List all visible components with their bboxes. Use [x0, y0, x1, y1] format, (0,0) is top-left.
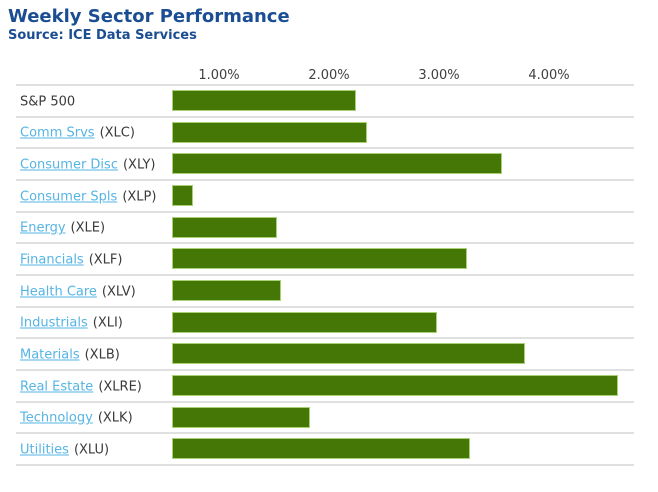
sector-ticker: (XLY): [122, 157, 156, 173]
chart-row: Consumer Disc (XLY): [0, 149, 658, 181]
row-separator: [16, 432, 634, 435]
bar-xle: [172, 216, 277, 238]
chart-row: Consumer Spls (XLP): [0, 181, 658, 213]
sector-link-xlf[interactable]: Financials: [20, 252, 84, 268]
sector-link-xlv[interactable]: Health Care: [20, 284, 97, 300]
row-label: Technology (XLK): [20, 411, 133, 426]
row-separator: [16, 337, 634, 340]
sector-link-xlk[interactable]: Technology: [20, 410, 93, 426]
sector-ticker: (XLU): [73, 442, 110, 458]
sector-link-sp500: S&P 500: [20, 94, 76, 110]
x-axis-tick-label: 4.00%: [528, 68, 570, 83]
row-label: Comm Srvs (XLC): [20, 126, 135, 141]
sector-link-xli[interactable]: Industrials: [20, 315, 88, 331]
bar-xlc: [172, 121, 367, 143]
sector-ticker: (XLK): [97, 410, 133, 426]
sector-ticker: (XLC): [99, 125, 135, 141]
row-label: Consumer Spls (XLP): [20, 189, 156, 204]
bar-xli: [172, 311, 438, 333]
bar-xlf: [172, 248, 467, 270]
row-label: Consumer Disc (XLY): [20, 158, 155, 173]
sector-link-xly[interactable]: Consumer Disc: [20, 157, 118, 173]
x-axis-tick-label: 2.00%: [308, 68, 350, 83]
chart-row: Utilities (XLU): [0, 434, 658, 466]
axis-separator-line: [16, 84, 634, 86]
row-label: Financials (XLF): [20, 253, 122, 268]
row-label: Energy (XLE): [20, 221, 105, 236]
chart-row: Real Estate (XLRE): [0, 371, 658, 403]
row-separator: [16, 273, 634, 276]
chart-row: Comm Srvs (XLC): [0, 118, 658, 150]
chart-row: Materials (XLB): [0, 339, 658, 371]
bar-xlk: [172, 406, 310, 428]
sector-link-xle[interactable]: Energy: [20, 220, 66, 236]
row-separator: [16, 368, 634, 371]
row-separator: [16, 147, 634, 150]
chart-rows: S&P 500 Comm Srvs (XLC) Consumer Disc (XLY) C…: [0, 86, 658, 466]
row-label: S&P 500: [20, 94, 75, 109]
sector-ticker: (XLF): [88, 252, 123, 268]
sector-link-xlb[interactable]: Materials: [20, 347, 80, 363]
row-label: Materials (XLB): [20, 348, 120, 363]
bar-xlp: [172, 184, 193, 206]
bar-xlb: [172, 343, 526, 365]
sector-ticker: (XLV): [101, 284, 136, 300]
sector-ticker: (XLI): [92, 315, 123, 331]
page-title: Weekly Sector Performance: [8, 6, 290, 27]
row-separator: [16, 305, 634, 308]
chart-row: Energy (XLE): [0, 213, 658, 245]
chart-row: Financials (XLF): [0, 244, 658, 276]
chart-row: Technology (XLK): [0, 403, 658, 435]
bar-xly: [172, 153, 502, 175]
row-separator: [16, 115, 634, 118]
row-separator: [16, 178, 634, 181]
sector-link-xlc[interactable]: Comm Srvs: [20, 125, 95, 141]
sector-ticker: (XLE): [70, 220, 106, 236]
bar-xlre: [172, 374, 618, 396]
bar-xlv: [172, 279, 281, 301]
sector-ticker: (XLB): [84, 347, 120, 363]
row-separator: [16, 463, 634, 466]
sector-ticker: (XLRE): [98, 379, 142, 395]
x-axis: 1.00% 2.00% 3.00% 4.00%: [0, 68, 658, 84]
sector-ticker: (XLP): [122, 189, 157, 205]
chart-row: S&P 500: [0, 86, 658, 118]
bar-xlu: [172, 438, 471, 460]
x-axis-tick-label: 3.00%: [418, 68, 460, 83]
row-label: Real Estate (XLRE): [20, 379, 142, 394]
row-separator: [16, 210, 634, 213]
row-separator: [16, 242, 634, 245]
chart-row: Health Care (XLV): [0, 276, 658, 308]
sector-link-xlre[interactable]: Real Estate: [20, 379, 94, 395]
sector-link-xlu[interactable]: Utilities: [20, 442, 69, 458]
bar-sp500: [172, 90, 356, 111]
row-label: Utilities (XLU): [20, 443, 109, 458]
chart-row: Industrials (XLI): [0, 308, 658, 340]
row-separator: [16, 400, 634, 403]
x-axis-tick-label: 1.00%: [198, 68, 240, 83]
row-label: Health Care (XLV): [20, 284, 136, 299]
chart-source: Source: ICE Data Services: [8, 28, 197, 43]
row-label: Industrials (XLI): [20, 316, 123, 331]
sector-link-xlp[interactable]: Consumer Spls: [20, 189, 118, 205]
